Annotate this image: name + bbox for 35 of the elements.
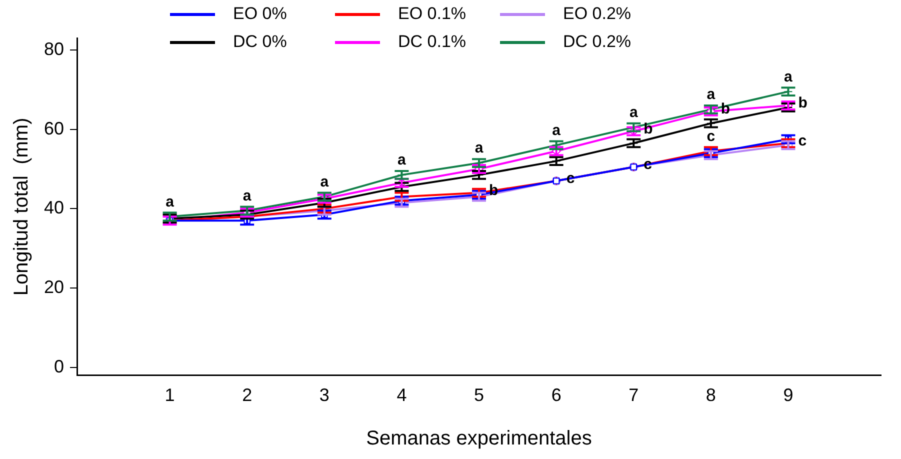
legend-label: EO 0.2% [563, 4, 632, 24]
y-tick-label: 0 [54, 356, 64, 376]
data-label: a [398, 152, 407, 169]
y-tick-label: 60 [44, 118, 64, 138]
legend-label: DC 0% [233, 32, 287, 52]
data-label: c [798, 132, 807, 150]
x-tick-label: 8 [706, 385, 716, 406]
x-tick-label: 6 [551, 385, 562, 406]
legend-label: EO 0% [233, 4, 287, 24]
x-tick-label: 4 [396, 385, 407, 406]
data-label: c [706, 128, 716, 145]
legend-label: DC 0.2% [563, 32, 632, 52]
y-tick-label: 20 [44, 277, 64, 298]
data-label: a [706, 86, 716, 104]
legend-label: DC 0.1% [398, 32, 466, 52]
data-label: a [552, 122, 562, 139]
y-tick-label: 80 [44, 38, 64, 59]
data-label: b [489, 182, 498, 199]
y-tick-label: 40 [44, 198, 64, 218]
data-label: a [474, 140, 484, 157]
data-label: a [784, 68, 794, 86]
data-label: a [629, 104, 638, 121]
x-tick-label: 9 [783, 385, 794, 406]
data-label: a [166, 193, 175, 210]
x-tick-label: 7 [628, 385, 639, 406]
x-tick-label: 2 [242, 385, 252, 406]
x-tick-label: 5 [474, 385, 484, 406]
x-axis-title: Semanas experimentales [366, 428, 592, 450]
data-label: b [798, 94, 808, 112]
x-tick-label: 3 [319, 385, 330, 406]
data-label: a [242, 187, 252, 204]
data-label: a [320, 173, 330, 190]
x-tick-label: 1 [164, 385, 175, 406]
legend-label: EO 0.1% [398, 4, 466, 24]
y-axis-title: Longitud total (mm) [10, 118, 33, 296]
